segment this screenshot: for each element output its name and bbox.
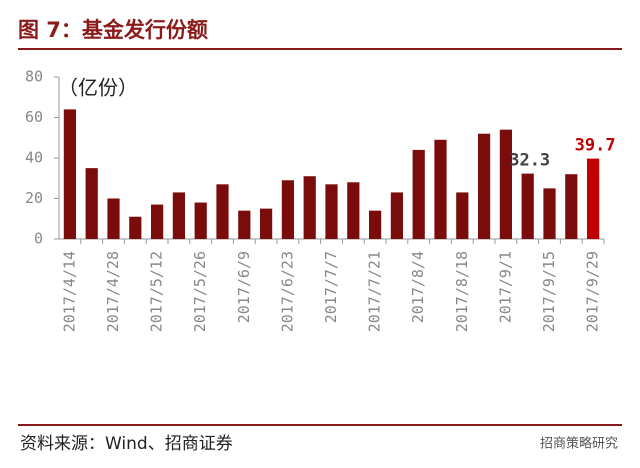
bar xyxy=(129,216,142,239)
x-tick-label: 2017/4/28 xyxy=(104,251,122,332)
source: 资料来源：Wind、招商证券 xyxy=(20,434,233,454)
x-tick-label: 2017/9/29 xyxy=(584,251,602,332)
bar xyxy=(347,182,360,239)
x-tick-label: 2017/5/26 xyxy=(191,251,209,332)
x-tick-label: 2017/5/12 xyxy=(148,251,166,332)
bar xyxy=(259,208,273,239)
x-tick-label: 2017/6/23 xyxy=(278,251,296,332)
bar xyxy=(238,210,251,239)
logo: 招商策略研究 xyxy=(540,436,618,452)
bar xyxy=(368,210,382,239)
y-tick-label: 20 xyxy=(25,189,43,207)
bar xyxy=(85,168,98,239)
bar xyxy=(216,184,229,239)
bar xyxy=(281,180,295,239)
bar xyxy=(194,202,207,239)
x-tick-label: 2017/8/18 xyxy=(453,251,471,332)
bar xyxy=(412,149,425,239)
y-tick-label: 40 xyxy=(25,149,43,167)
bar xyxy=(63,109,77,240)
bar xyxy=(150,204,164,239)
bar xyxy=(325,184,338,239)
x-tick-label: 2017/9/15 xyxy=(540,251,558,332)
bar xyxy=(586,158,600,239)
x-tick-label: 2017/7/7 xyxy=(322,251,340,323)
x-tick-label: 2017/7/21 xyxy=(366,251,384,332)
x-tick-label: 2017/8/4 xyxy=(409,251,427,323)
bar xyxy=(390,192,404,239)
data-label: 32.3 xyxy=(509,151,550,171)
bar xyxy=(499,129,513,239)
x-tick-label: 2017/4/14 xyxy=(60,251,78,332)
bar xyxy=(477,133,491,239)
x-tick-label: 2017/6/9 xyxy=(235,251,253,323)
chart-title: 图 7：基金发行份额 xyxy=(18,18,208,42)
bar xyxy=(543,188,556,239)
y-tick-label: 60 xyxy=(25,108,43,126)
bar xyxy=(434,139,447,239)
bar xyxy=(565,174,578,239)
data-label: 39.7 xyxy=(575,136,616,156)
y-tick-label: 0 xyxy=(34,230,43,248)
bar xyxy=(172,192,186,239)
y-tick-label: 80 xyxy=(25,68,43,86)
bar xyxy=(303,176,316,239)
bar xyxy=(521,173,534,239)
bar xyxy=(107,198,120,239)
unit-label: （亿份） xyxy=(58,76,138,100)
bar xyxy=(456,192,469,239)
x-tick-label: 2017/9/1 xyxy=(496,251,514,323)
